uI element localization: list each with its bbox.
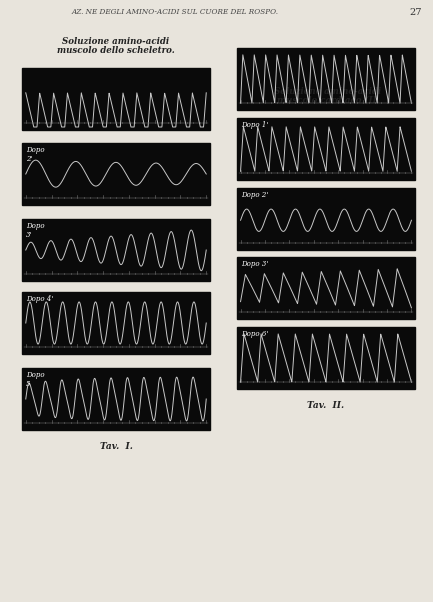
Text: Soluzione amino-acidi: Soluzione amino-acidi bbox=[62, 37, 170, 46]
Bar bbox=[22, 368, 210, 430]
Text: Dopo
5: Dopo 5 bbox=[26, 371, 45, 388]
Text: muscolo cardiaco (II.: muscolo cardiaco (II. bbox=[277, 96, 379, 105]
Text: Dopo 1': Dopo 1' bbox=[241, 121, 268, 129]
Text: Dopo 6': Dopo 6' bbox=[241, 330, 268, 338]
Bar bbox=[22, 292, 210, 354]
Bar bbox=[237, 188, 415, 250]
Bar bbox=[22, 219, 210, 281]
Bar bbox=[22, 68, 210, 130]
Text: 27: 27 bbox=[410, 8, 422, 17]
Text: Dopo 4': Dopo 4' bbox=[26, 295, 53, 303]
Bar bbox=[237, 48, 415, 110]
Text: Tav.  II.: Tav. II. bbox=[307, 401, 345, 410]
Text: Dopo 3': Dopo 3' bbox=[241, 260, 268, 268]
Text: Dopo
3': Dopo 3' bbox=[26, 222, 45, 239]
Text: muscolo dello scheletro.: muscolo dello scheletro. bbox=[57, 46, 175, 55]
Text: Dopo 2': Dopo 2' bbox=[241, 191, 268, 199]
Bar bbox=[22, 143, 210, 205]
Text: Dopo
2': Dopo 2' bbox=[26, 146, 45, 163]
Text: Tav.  I.: Tav. I. bbox=[100, 442, 132, 451]
Text: AZ. NE DEGLI AMINO-ACIDI SUL CUORE DEL ROSPO.: AZ. NE DEGLI AMINO-ACIDI SUL CUORE DEL R… bbox=[71, 8, 278, 16]
Text: Soluzione amino-acidi: Soluzione amino-acidi bbox=[275, 87, 381, 96]
Bar bbox=[237, 257, 415, 319]
Bar bbox=[237, 118, 415, 180]
Bar bbox=[237, 327, 415, 389]
